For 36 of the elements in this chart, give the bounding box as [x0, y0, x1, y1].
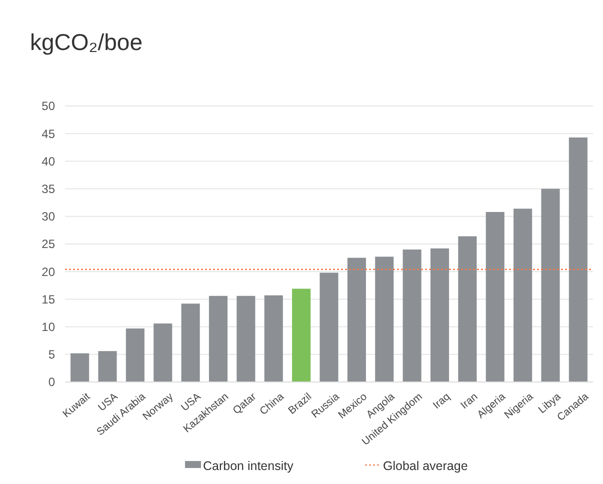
chart-title: kgCO₂/boe	[30, 29, 142, 55]
y-tick-label: 35	[42, 182, 56, 196]
y-tick-label: 25	[42, 237, 56, 252]
bar	[292, 288, 311, 382]
bar	[154, 323, 172, 382]
y-tick-label: 5	[48, 348, 56, 362]
bar	[430, 248, 450, 382]
y-tick-label: 45	[42, 126, 56, 141]
y-tick-label: 0	[48, 375, 56, 390]
bar	[375, 256, 394, 382]
bar	[486, 212, 504, 382]
bar	[541, 188, 560, 382]
bar	[320, 272, 338, 382]
legend-label: Global average	[383, 459, 468, 473]
bar	[181, 304, 200, 382]
x-tick-label: Iraq	[430, 390, 453, 412]
legend-label: Carbon intensity	[203, 459, 294, 473]
x-tick-label: USA	[96, 390, 120, 414]
bar	[568, 137, 588, 382]
y-tick-label: 30	[42, 210, 56, 224]
bar	[70, 353, 90, 382]
y-tick-label: 10	[42, 320, 56, 334]
y-tick-label: 15	[42, 292, 56, 306]
bar	[98, 351, 117, 382]
bar	[236, 296, 256, 382]
bar	[458, 236, 477, 382]
y-tick-label: 40	[42, 154, 56, 168]
bar	[347, 258, 366, 382]
bar	[208, 296, 228, 382]
bar	[514, 208, 532, 382]
bar	[126, 328, 144, 382]
y-tick-label: 50	[42, 99, 56, 114]
x-tick-label: Iran	[458, 390, 480, 412]
y-tick-label: 20	[42, 264, 56, 279]
bar	[264, 295, 283, 382]
bar	[402, 250, 422, 382]
